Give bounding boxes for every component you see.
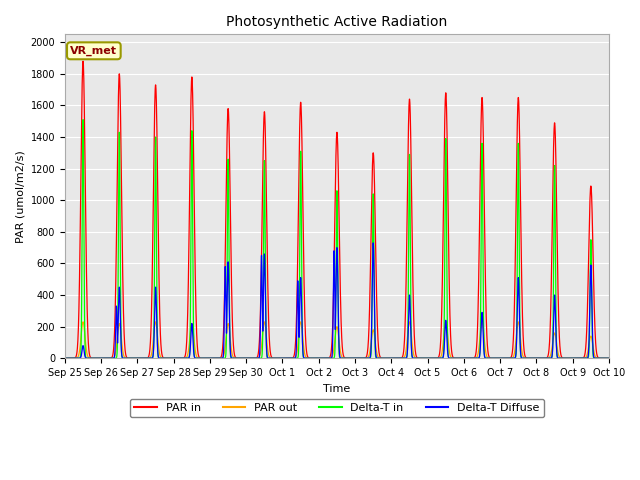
Delta-T Diffuse [61, 355, 68, 361]
PAR out [159, 355, 166, 361]
Delta-T Diffuse [605, 355, 612, 361]
Delta-T Diffuse [317, 355, 324, 361]
PAR in [459, 355, 467, 361]
PAR in [604, 355, 612, 361]
PAR in [159, 354, 166, 360]
Delta-T in [459, 355, 467, 361]
Delta-T in [429, 355, 436, 361]
Delta-T Diffuse [604, 355, 612, 361]
Delta-T Diffuse [459, 355, 467, 361]
Text: VR_met: VR_met [70, 46, 117, 56]
PAR out [61, 355, 68, 361]
PAR out [604, 355, 612, 361]
PAR out [605, 355, 612, 361]
Delta-T Diffuse [490, 355, 497, 361]
PAR in [79, 58, 87, 64]
Delta-T in [317, 355, 324, 361]
Delta-T Diffuse [159, 355, 166, 361]
PAR out [490, 355, 497, 361]
Line: PAR out: PAR out [65, 322, 609, 358]
PAR out [79, 319, 87, 325]
X-axis label: Time: Time [323, 384, 351, 394]
Legend: PAR in, PAR out, Delta-T in, Delta-T Diffuse: PAR in, PAR out, Delta-T in, Delta-T Dif… [130, 398, 544, 418]
Line: Delta-T Diffuse: Delta-T Diffuse [65, 243, 609, 358]
Delta-T in [159, 355, 166, 361]
Delta-T Diffuse [429, 355, 436, 361]
PAR in [490, 355, 497, 361]
Title: Photosynthetic Active Radiation: Photosynthetic Active Radiation [227, 15, 447, 29]
Delta-T in [490, 355, 497, 361]
Delta-T in [604, 355, 612, 361]
Delta-T Diffuse [369, 240, 377, 246]
PAR out [459, 355, 467, 361]
PAR in [605, 355, 612, 361]
Line: PAR in: PAR in [65, 61, 609, 358]
PAR in [61, 355, 68, 361]
PAR out [317, 355, 324, 361]
Delta-T in [79, 117, 87, 122]
Delta-T in [605, 355, 612, 361]
Line: Delta-T in: Delta-T in [65, 120, 609, 358]
PAR in [317, 355, 324, 361]
Delta-T in [61, 355, 68, 361]
PAR in [429, 355, 436, 361]
Y-axis label: PAR (umol/m2/s): PAR (umol/m2/s) [15, 150, 25, 243]
PAR out [429, 355, 436, 361]
